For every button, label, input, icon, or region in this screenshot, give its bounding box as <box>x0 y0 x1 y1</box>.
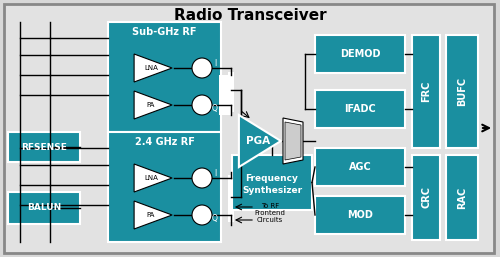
Text: LNA: LNA <box>144 65 158 71</box>
Bar <box>228 175 234 222</box>
Text: I: I <box>214 169 216 178</box>
Polygon shape <box>285 122 301 160</box>
Text: IFADC: IFADC <box>344 104 376 114</box>
Text: LNA: LNA <box>144 175 158 181</box>
Bar <box>228 72 234 112</box>
Bar <box>108 22 221 132</box>
Bar <box>108 132 221 242</box>
Polygon shape <box>134 91 172 119</box>
Text: 2.4 GHz RF: 2.4 GHz RF <box>134 137 194 147</box>
Text: Radio Transceiver: Radio Transceiver <box>174 8 326 23</box>
Polygon shape <box>283 118 303 164</box>
Polygon shape <box>134 201 172 229</box>
Text: Synthesizer: Synthesizer <box>242 186 302 195</box>
Text: MOD: MOD <box>347 210 373 220</box>
Text: CRC: CRC <box>421 187 431 208</box>
Text: To RF
Frontend
Circuits: To RF Frontend Circuits <box>254 203 286 223</box>
Polygon shape <box>134 164 172 192</box>
Text: Sub-GHz RF: Sub-GHz RF <box>132 27 197 37</box>
Polygon shape <box>239 115 281 167</box>
Text: PA: PA <box>147 212 155 218</box>
Text: I: I <box>214 59 216 68</box>
Circle shape <box>192 168 212 188</box>
Text: PA: PA <box>147 102 155 108</box>
Bar <box>412 155 440 240</box>
Bar <box>8 192 80 224</box>
Text: FRC: FRC <box>421 81 431 102</box>
Bar <box>315 196 405 234</box>
Text: Frequency: Frequency <box>246 174 298 183</box>
Bar <box>315 148 405 186</box>
Bar <box>446 155 478 240</box>
Text: Q: Q <box>212 214 218 223</box>
Bar <box>315 35 405 73</box>
Text: RFSENSE: RFSENSE <box>21 142 67 151</box>
Bar <box>412 35 440 148</box>
Text: Q: Q <box>212 104 218 113</box>
Circle shape <box>192 95 212 115</box>
Text: BALUN: BALUN <box>27 204 61 213</box>
Text: PGA: PGA <box>246 136 270 146</box>
Bar <box>315 90 405 128</box>
Circle shape <box>192 58 212 78</box>
Bar <box>8 132 80 162</box>
Bar <box>232 155 312 210</box>
Circle shape <box>192 205 212 225</box>
Text: DEMOD: DEMOD <box>340 49 380 59</box>
Text: BUFC: BUFC <box>457 77 467 106</box>
Text: AGC: AGC <box>348 162 372 172</box>
Polygon shape <box>134 54 172 82</box>
Bar <box>219 75 231 115</box>
Bar <box>446 35 478 148</box>
Text: RAC: RAC <box>457 186 467 209</box>
